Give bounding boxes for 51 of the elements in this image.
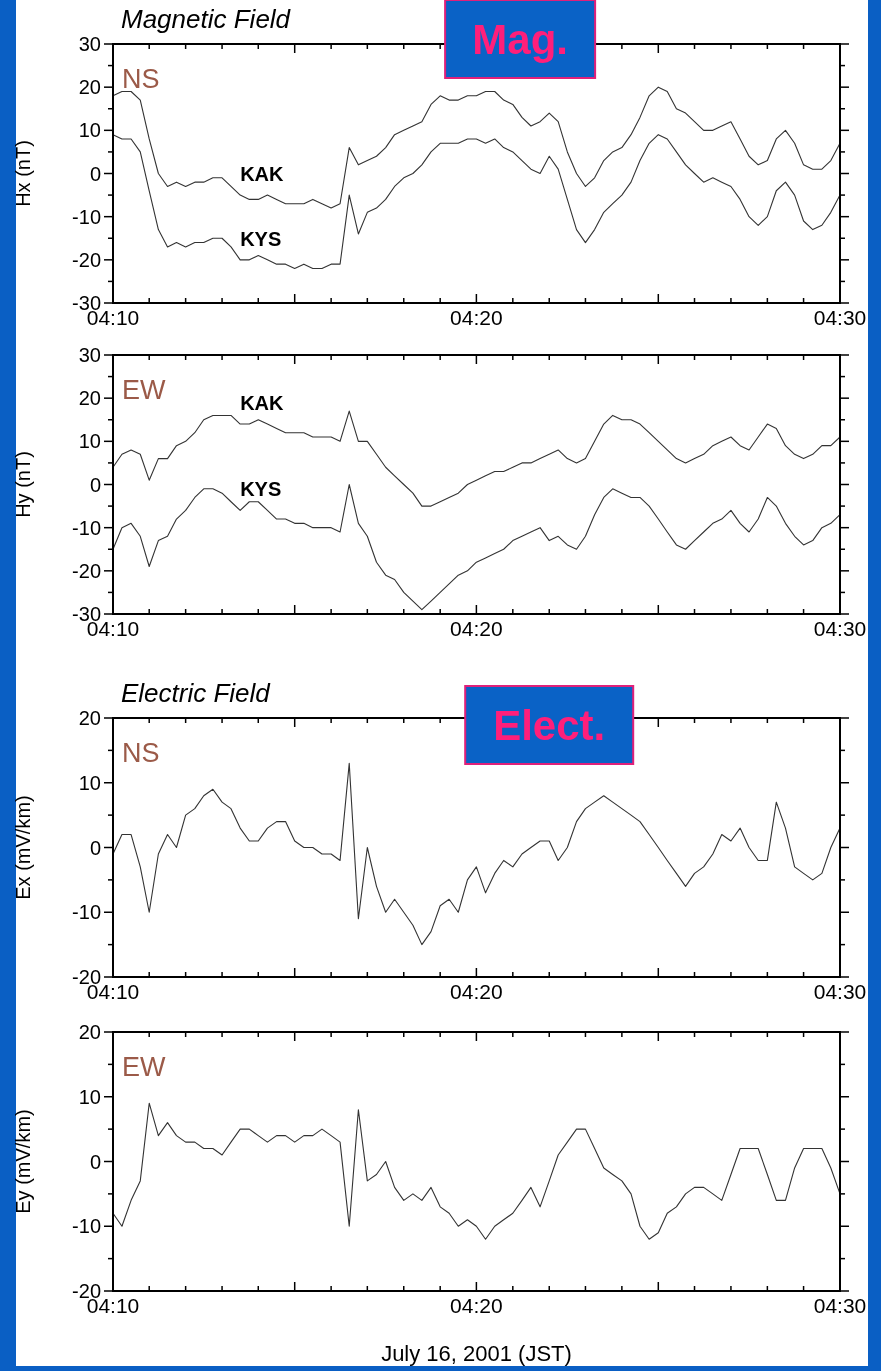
y-tick-label: 0 <box>89 1150 101 1173</box>
y-axis-title: Ey (mV/km) <box>12 1109 34 1214</box>
x-tick-label: 04:30 <box>813 1294 867 1317</box>
x-axis-title: July 16, 2001 (JST) <box>381 1341 572 1366</box>
y-tick-label: 0 <box>89 836 101 859</box>
line-series <box>112 86 841 209</box>
y-axis-title: Ex (mV/km) <box>12 795 34 900</box>
y-tick-label: 20 <box>78 1021 101 1043</box>
y-tick-label: 10 <box>78 119 101 142</box>
y-tick-label: -20 <box>72 248 101 271</box>
y-tick-label: 10 <box>78 1085 101 1108</box>
annotation: Elect. <box>493 702 606 749</box>
chart-title: Magnetic Field <box>121 4 292 34</box>
y-tick-label: 0 <box>89 162 101 185</box>
y-tick-label: -10 <box>72 1215 101 1238</box>
y-tick-label: 30 <box>78 344 101 366</box>
y-tick-label: 30 <box>78 33 101 55</box>
chart-title: Electric Field <box>121 678 272 708</box>
x-tick-label: 04:30 <box>813 617 867 640</box>
line-series <box>112 762 841 946</box>
y-tick-label: -20 <box>72 559 101 582</box>
y-axis-title: Hy (nT) <box>12 451 34 518</box>
x-tick-label: 04:30 <box>813 980 867 1003</box>
y-tick-label: 10 <box>78 771 101 794</box>
y-tick-label: 10 <box>78 430 101 453</box>
series-label: KAK <box>240 392 285 415</box>
annotation: Mag. <box>472 16 568 63</box>
series-label: KYS <box>240 227 282 250</box>
annotation: NS <box>122 64 160 94</box>
line-series <box>112 1102 841 1240</box>
line-series <box>112 410 841 507</box>
x-tick-label: 04:20 <box>450 306 503 329</box>
y-tick-label: 0 <box>89 473 101 496</box>
annotation: NS <box>122 738 160 768</box>
y-tick-label: 20 <box>78 387 101 410</box>
annotation: EW <box>122 1052 167 1082</box>
line-series <box>112 483 841 611</box>
y-tick-label: 20 <box>78 76 101 99</box>
x-tick-label: 04:20 <box>450 1294 503 1317</box>
y-axis-title: Hx (nT) <box>12 140 34 207</box>
y-tick-label: -10 <box>72 205 101 228</box>
x-tick-label: 04:30 <box>813 306 867 329</box>
y-tick-label: 20 <box>78 707 101 729</box>
annotation: EW <box>122 375 167 405</box>
series-label: KAK <box>240 163 285 186</box>
y-tick-label: -10 <box>72 516 101 539</box>
series-label: KYS <box>240 478 282 501</box>
x-tick-label: 04:20 <box>450 980 503 1003</box>
x-tick-label: 04:20 <box>450 617 503 640</box>
line-series <box>112 134 841 270</box>
y-tick-label: -10 <box>72 901 101 924</box>
